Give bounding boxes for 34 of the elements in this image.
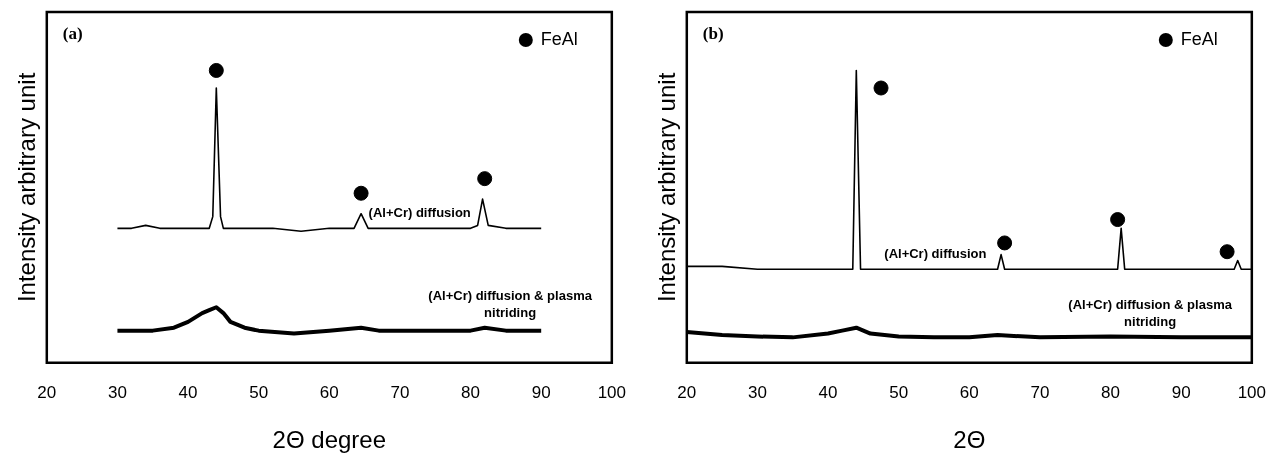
legend-label: FeAl bbox=[1180, 28, 1218, 49]
x-axis-title: 2Θ degree bbox=[272, 426, 387, 454]
point bbox=[1110, 212, 1126, 228]
text: (a) bbox=[62, 23, 83, 43]
x-tick-label: 60 bbox=[319, 382, 339, 402]
x-tick-label: 20 bbox=[37, 382, 57, 402]
x-tick-label: 70 bbox=[1030, 382, 1050, 402]
x-tick-label: 40 bbox=[178, 382, 198, 402]
x-tick-label: 30 bbox=[747, 382, 767, 402]
x-tick-label: 90 bbox=[1171, 382, 1191, 402]
x-tick-label: 50 bbox=[889, 382, 909, 402]
x-tick-label: 80 bbox=[461, 382, 481, 402]
series-label: (Al+Cr) diffusion bbox=[884, 246, 987, 262]
x-tick-label: 70 bbox=[390, 382, 410, 402]
x-tick-label: 20 bbox=[677, 382, 697, 402]
text: (b) bbox=[702, 23, 724, 43]
series-label: (Al+Cr) diffusion bbox=[368, 205, 471, 221]
x-axis-title: 2Θ bbox=[953, 426, 986, 454]
x-tick-label: 30 bbox=[107, 382, 127, 402]
y-axis-title: Intensity arbitrary unit bbox=[13, 72, 41, 303]
x-tick-label: 90 bbox=[531, 382, 551, 402]
x-tick-label: 60 bbox=[959, 382, 979, 402]
x-tick-label: 50 bbox=[249, 382, 269, 402]
x-tick-label: 80 bbox=[1101, 382, 1121, 402]
x-tick-label: 100 bbox=[1237, 382, 1267, 402]
point bbox=[997, 235, 1013, 251]
y-axis-title: Intensity arbitrary unit bbox=[653, 72, 681, 303]
series-label: (Al+Cr) diffusion & plasma nitriding bbox=[1068, 296, 1233, 329]
series-label: (Al+Cr) diffusion & plasma nitriding bbox=[428, 287, 593, 320]
legend-label: FeAl bbox=[540, 28, 578, 49]
x-tick-label: 100 bbox=[597, 382, 627, 402]
x-tick-label: 40 bbox=[818, 382, 838, 402]
point bbox=[873, 80, 889, 96]
point bbox=[1219, 244, 1235, 260]
